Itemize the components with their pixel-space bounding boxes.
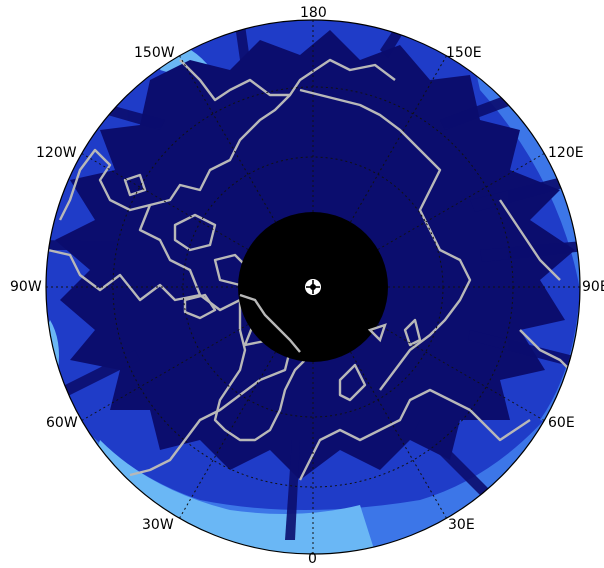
pole-marker <box>305 279 321 295</box>
lon-label-60w: 60W <box>46 415 78 431</box>
lon-label-0: 0 <box>308 551 317 567</box>
lon-label-120e: 120E <box>548 145 584 161</box>
lon-label-150w: 150W <box>134 45 175 61</box>
coast-alaska <box>179 59 290 102</box>
lon-label-60e: 60E <box>548 415 575 431</box>
meridian-300 <box>81 324 249 421</box>
coast-eurasia <box>298 88 531 481</box>
coast-scandinavia <box>338 363 367 402</box>
meridian-120 <box>377 153 545 250</box>
lon-label-180: 180 <box>300 5 327 21</box>
map-outline <box>45 19 581 555</box>
meridian-60 <box>377 324 545 421</box>
lon-label-30e: 30E <box>448 517 475 533</box>
meridian-210 <box>179 55 276 223</box>
coast-north-america <box>47 58 396 477</box>
meridian-150 <box>350 55 447 223</box>
meridian-30 <box>350 351 447 519</box>
graticule <box>46 20 580 554</box>
lon-label-30w: 30W <box>142 517 174 533</box>
lon-label-120w: 120W <box>36 145 77 161</box>
lon-label-150e: 150E <box>446 45 482 61</box>
meridian-330 <box>179 351 276 519</box>
lon-label-90e: 90E <box>582 279 604 295</box>
lon-label-90w: 90W <box>10 279 42 295</box>
coast-novaya-zemlya <box>403 318 422 347</box>
pole-coast-fragment <box>239 293 387 353</box>
meridian-240 <box>81 153 249 250</box>
